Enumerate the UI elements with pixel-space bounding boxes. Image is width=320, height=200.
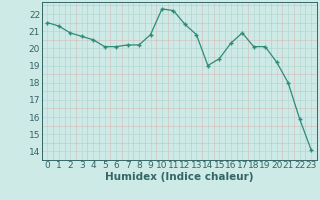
X-axis label: Humidex (Indice chaleur): Humidex (Indice chaleur) [105,172,253,182]
